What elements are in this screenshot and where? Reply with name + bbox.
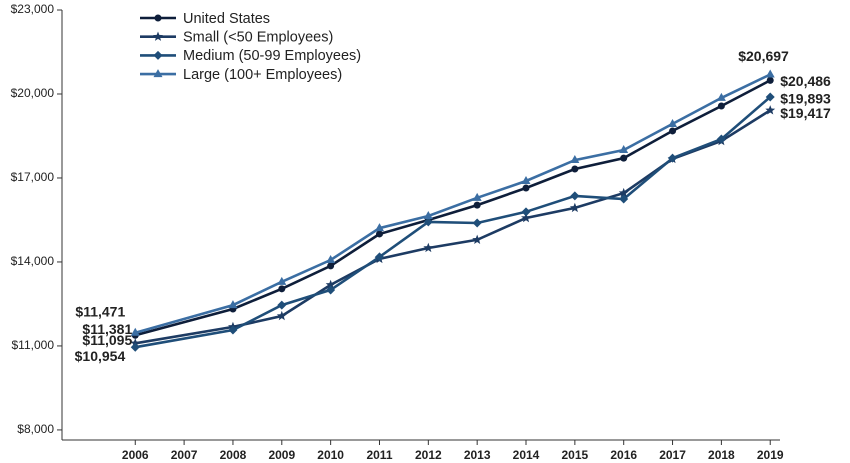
x-tick-label: 2011: [366, 448, 392, 462]
legend-label: Medium (50-99 Employees): [183, 48, 361, 64]
value-label: $20,486: [780, 73, 831, 89]
marker: [569, 202, 580, 213]
marker: [521, 207, 531, 217]
marker: [153, 50, 163, 60]
marker: [153, 31, 163, 41]
x-tick-label: 2014: [513, 448, 540, 462]
marker: [228, 325, 238, 335]
marker: [326, 285, 336, 295]
x-tick-label: 2010: [317, 448, 344, 462]
marker: [327, 262, 335, 270]
marker: [153, 69, 163, 78]
marker: [423, 242, 434, 253]
marker: [423, 211, 433, 220]
marker: [521, 176, 531, 185]
marker: [277, 300, 287, 310]
marker: [717, 102, 725, 110]
y-tick-label: $23,000: [11, 2, 55, 16]
marker: [668, 153, 678, 163]
legend: United States Small (<50 Employees) Medium…: [140, 11, 361, 83]
marker: [765, 69, 775, 78]
x-tick-label: 2006: [122, 448, 149, 462]
marker: [766, 76, 774, 84]
marker: [326, 254, 336, 263]
marker: [472, 218, 482, 228]
value-label: $20,697: [738, 48, 789, 64]
marker: [716, 92, 726, 101]
y-tick-label: $17,000: [11, 170, 55, 184]
y-tick-label: $11,000: [12, 338, 55, 352]
marker: [716, 134, 726, 144]
y-tick-label: $20,000: [11, 86, 55, 100]
x-tick-label: 2016: [610, 448, 637, 462]
x-tick-label: 2015: [562, 448, 589, 462]
marker: [276, 310, 287, 321]
marker: [277, 276, 287, 285]
x-tick-label: 2009: [268, 448, 295, 462]
x-tick-label: 2007: [171, 448, 198, 462]
marker: [325, 279, 336, 290]
x-tick-label: 2018: [708, 448, 735, 462]
marker: [130, 327, 140, 336]
value-label: $19,417: [780, 105, 831, 121]
marker: [130, 342, 140, 352]
marker: [619, 194, 629, 204]
marker: [570, 155, 580, 164]
marker: [374, 252, 384, 262]
marker: [570, 191, 580, 201]
x-tick-label: 2012: [415, 448, 442, 462]
marker: [423, 217, 433, 227]
marker: [375, 230, 383, 238]
series-line: [134, 73, 771, 335]
x-tick-label: 2013: [464, 448, 491, 462]
marker: [668, 118, 678, 127]
marker: [765, 105, 776, 115]
marker: [521, 212, 531, 223]
marker: [619, 144, 629, 153]
legend-label: Small (<50 Employees): [183, 30, 333, 46]
value-label: $11,471: [75, 303, 125, 319]
legend-label: Large (100+ Employees): [183, 67, 342, 83]
marker: [154, 14, 162, 22]
marker: [472, 192, 482, 201]
marker: [669, 127, 677, 135]
marker: [473, 201, 481, 209]
value-label: $19,893: [780, 91, 831, 107]
value-label: $11,381: [82, 321, 132, 337]
marker: [571, 165, 579, 173]
marker: [765, 92, 775, 102]
value-label: $11,095: [82, 332, 132, 348]
marker: [472, 234, 483, 245]
y-tick-label: $14,000: [11, 254, 55, 268]
x-tick-label: 2017: [659, 448, 686, 462]
marker: [620, 154, 628, 162]
x-tick-label: 2008: [220, 448, 247, 462]
value-label: $10,954: [75, 348, 126, 364]
legend-label: United States: [183, 11, 270, 27]
marker: [374, 223, 384, 232]
marker: [618, 187, 629, 198]
marker: [522, 184, 530, 192]
y-tick-label: $8,000: [17, 422, 54, 436]
x-tick-label: 2019: [757, 448, 784, 462]
marker: [228, 300, 238, 309]
marker: [278, 285, 286, 293]
